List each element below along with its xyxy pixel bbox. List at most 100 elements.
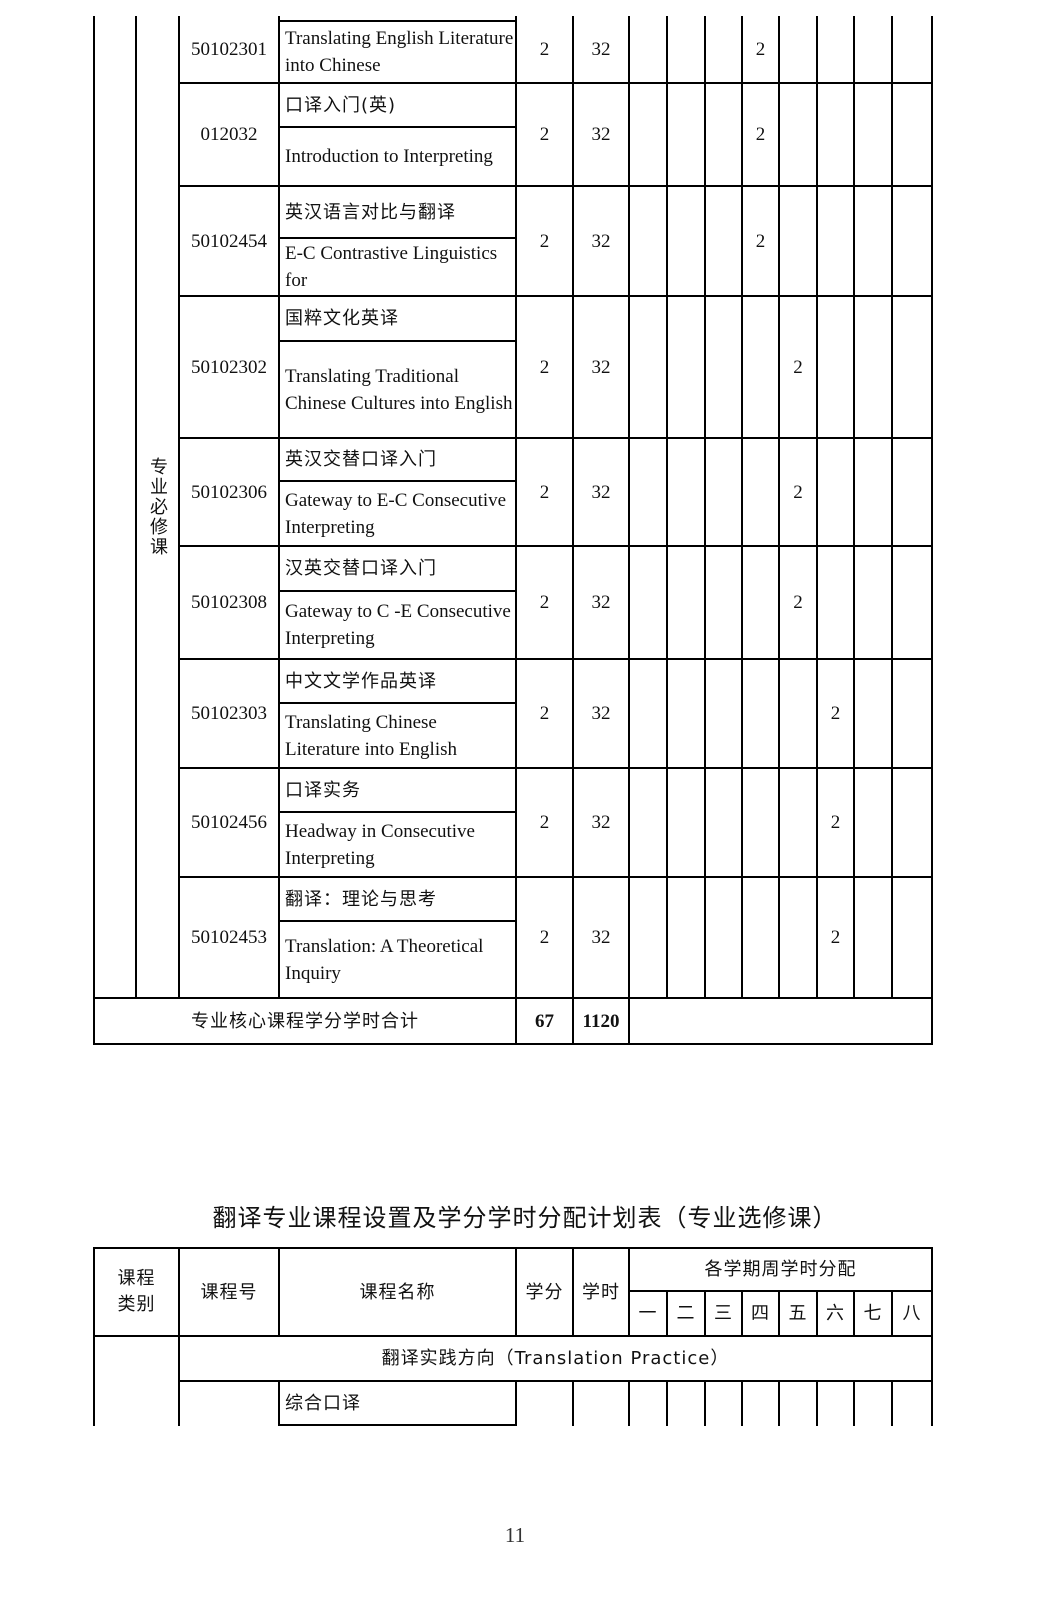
hours: 32 bbox=[572, 295, 630, 439]
semester-hours bbox=[891, 767, 933, 878]
semester-hours bbox=[628, 185, 668, 297]
semester-hours bbox=[666, 767, 706, 878]
credits-text: 2 bbox=[539, 812, 550, 833]
course-code: 50102303 bbox=[178, 658, 280, 769]
course-code-text: 50102454 bbox=[191, 230, 267, 252]
semester-hours bbox=[628, 295, 668, 439]
semester-hours bbox=[628, 876, 668, 999]
total-hours-text: 1120 bbox=[582, 1010, 620, 1032]
semester-hours bbox=[666, 545, 706, 660]
semester-hours bbox=[741, 876, 780, 999]
credits-text: 2 bbox=[539, 356, 550, 378]
course-name-en: Translating Traditional Chinese Cultures… bbox=[278, 340, 517, 439]
semester-hours bbox=[816, 185, 855, 297]
course-name-en-text: Translating English Literature into Chin… bbox=[285, 28, 514, 76]
semester-hours-text: 2 bbox=[755, 230, 766, 252]
semester-hours-text: 2 bbox=[830, 812, 841, 833]
semester-hours bbox=[891, 82, 933, 187]
course-code: 50102308 bbox=[178, 545, 280, 660]
hours-text: 32 bbox=[591, 592, 611, 613]
semester-label-text: 四 bbox=[751, 1303, 770, 1324]
semester-hours bbox=[853, 82, 893, 187]
semester-hours bbox=[778, 16, 818, 84]
header-credits: 学分 bbox=[515, 1247, 574, 1337]
total-blank bbox=[628, 997, 933, 1045]
semester-hours bbox=[891, 658, 933, 769]
course-name-en-text: Translation: A Theoretical Inquiry bbox=[285, 935, 484, 984]
course-name-cn-text: 口译入门(英) bbox=[285, 94, 397, 116]
header-semesters: 各学期周学时分配 bbox=[628, 1247, 933, 1292]
semester-hours bbox=[853, 658, 893, 769]
course-code: 50102302 bbox=[178, 295, 280, 439]
header-semesters-text: 各学期周学时分配 bbox=[704, 1259, 857, 1280]
hours: 32 bbox=[572, 658, 630, 769]
course-name-en-text: E-C Contrastive Linguistics for bbox=[285, 243, 498, 291]
credits: 2 bbox=[515, 295, 574, 439]
semester-hours-text: 2 bbox=[755, 38, 766, 60]
course-name-en: Translating English Literature into Chin… bbox=[278, 20, 517, 84]
course-name-cn: 口译入门(英) bbox=[278, 82, 517, 128]
header-hours: 学时 bbox=[572, 1247, 630, 1337]
category-cell: 专业必修课 bbox=[135, 16, 180, 999]
semester-hours bbox=[891, 185, 933, 297]
course-name-en-text: Introduction to Interpreting bbox=[285, 146, 493, 167]
semester-hours bbox=[704, 185, 743, 297]
hours-text: 32 bbox=[591, 356, 611, 378]
course-name-cn-text: 英汉语言对比与翻译 bbox=[285, 201, 456, 223]
course-name-cn-text: 汉英交替口译入门 bbox=[285, 558, 437, 579]
semester-label: 七 bbox=[853, 1290, 893, 1337]
hours-text: 32 bbox=[591, 481, 611, 503]
semester-hours bbox=[741, 767, 780, 878]
semester-hours bbox=[666, 437, 706, 547]
page-number: 11 bbox=[504, 1523, 526, 1547]
course-code: 50102454 bbox=[178, 185, 280, 297]
semester-label: 八 bbox=[891, 1290, 933, 1337]
category-cell-text: 专业必修课 bbox=[147, 456, 168, 557]
semester-hours bbox=[816, 16, 855, 84]
course-code-text: 50102302 bbox=[191, 356, 267, 378]
course-name-cn-text: 英汉交替口译入门 bbox=[285, 449, 437, 470]
hours-text: 32 bbox=[591, 812, 611, 833]
credits-text: 2 bbox=[539, 38, 550, 60]
page-crop bbox=[0, 1426, 1050, 1486]
credits: 2 bbox=[515, 185, 574, 297]
course-name-en-text: Headway in Consecutive Interpreting bbox=[285, 820, 475, 869]
course-code-text: 50102301 bbox=[191, 38, 267, 60]
hours: 32 bbox=[572, 185, 630, 297]
semester-hours bbox=[628, 767, 668, 878]
course-name-cn: 中文文学作品英译 bbox=[278, 658, 517, 704]
course-name-en-text: Gateway to E-C Consecutive Interpreting bbox=[285, 489, 507, 538]
semester-hours bbox=[891, 545, 933, 660]
semester-hours bbox=[891, 295, 933, 439]
semester-label-text: 七 bbox=[863, 1303, 883, 1324]
semester-hours bbox=[628, 658, 668, 769]
course-name-cn-text: 翻译：理论与思考 bbox=[285, 888, 437, 910]
semester-label-text: 五 bbox=[788, 1303, 808, 1324]
course-name-en-text: Translating Traditional Chinese Cultures… bbox=[285, 365, 513, 414]
credits: 2 bbox=[515, 82, 574, 187]
semester-hours bbox=[666, 82, 706, 187]
semester-label-text: 八 bbox=[902, 1303, 922, 1324]
semester-hours bbox=[704, 876, 743, 999]
semester-hours: 2 bbox=[816, 876, 855, 999]
semester-hours bbox=[891, 437, 933, 547]
semester-hours bbox=[891, 876, 933, 999]
semester-hours: 2 bbox=[816, 658, 855, 769]
course-name-cn-text: 口译实务 bbox=[285, 779, 361, 801]
course-name-cn: 翻译：理论与思考 bbox=[278, 876, 517, 922]
course-name-en: Headway in Consecutive Interpreting bbox=[278, 811, 517, 878]
semester-hours bbox=[704, 437, 743, 547]
header-code: 课程号 bbox=[178, 1247, 280, 1337]
course-name-cn: 汉英交替口译入门 bbox=[278, 545, 517, 592]
header-category-text: 课程类别 bbox=[117, 1268, 156, 1315]
semester-hours bbox=[853, 545, 893, 660]
total-credits-text: 67 bbox=[535, 1010, 554, 1032]
course-code-text: 50102308 bbox=[191, 592, 267, 613]
semester-hours bbox=[741, 658, 780, 769]
course-name-en: Introduction to Interpreting bbox=[278, 126, 517, 187]
hours-text: 32 bbox=[591, 124, 611, 145]
semester-hours bbox=[778, 185, 818, 297]
semester-hours bbox=[816, 545, 855, 660]
hours: 32 bbox=[572, 876, 630, 999]
semester-hours bbox=[704, 295, 743, 439]
